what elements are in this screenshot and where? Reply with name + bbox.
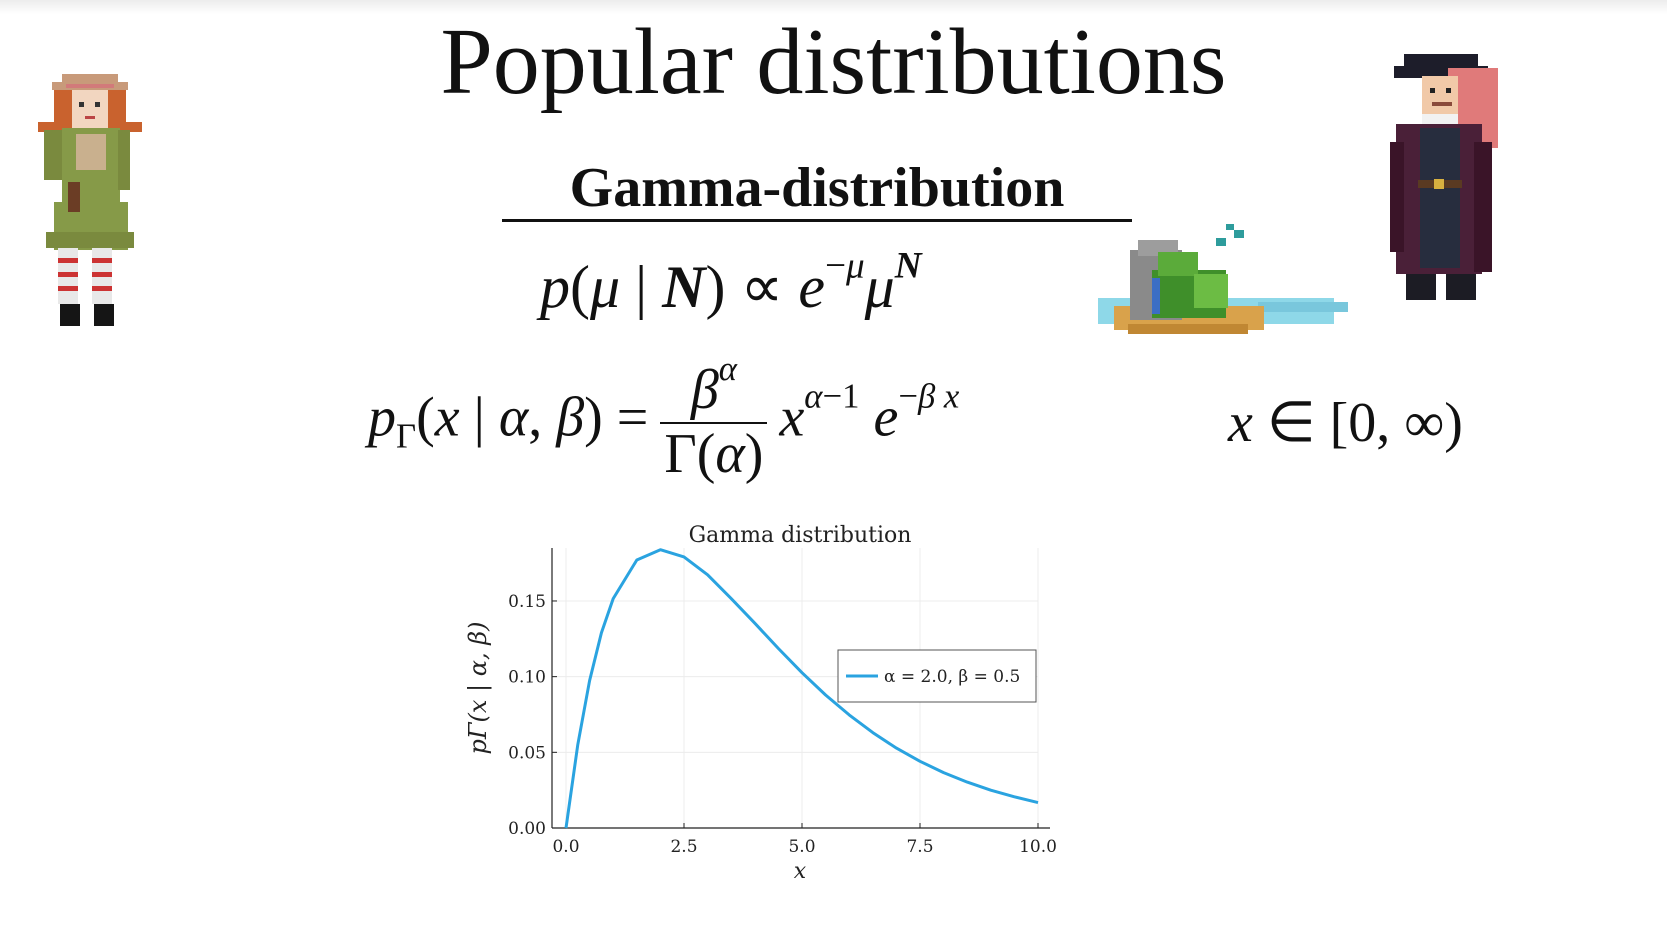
top-strip bbox=[0, 0, 1667, 14]
y-axis-label: pΓ(x | α, β) bbox=[464, 622, 493, 755]
subtitle-underline bbox=[502, 219, 1132, 222]
x-tick-label: 7.5 bbox=[906, 837, 933, 857]
x-tick-label: 10.0 bbox=[1019, 837, 1057, 857]
likelihood-equation: p(μ | N) ∝ e−μμN bbox=[540, 245, 922, 320]
x-axis-label: x bbox=[794, 859, 807, 884]
gamma-chart: 0.0 2.5 5.0 7.5 10.0 0.00 0.05 0.10 0.15 Gamma di… bbox=[464, 523, 1057, 884]
x-tick-label: 5.0 bbox=[788, 837, 815, 857]
support-equation: x ∈ [0, ∞) bbox=[1228, 392, 1463, 454]
x-tick-label: 0.0 bbox=[552, 837, 579, 857]
x-tick-label: 2.5 bbox=[670, 837, 697, 857]
legend-label: α = 2.0, β = 0.5 bbox=[884, 667, 1020, 687]
chart-title: Gamma distribution bbox=[689, 523, 912, 548]
gamma-pdf-equation: pΓ(x | α, β) = βα Γ(α) xα−1 e−β x bbox=[368, 349, 960, 485]
pixel-pirate-icon bbox=[1390, 54, 1498, 300]
y-tick-label: 0.10 bbox=[508, 668, 546, 688]
island-icon bbox=[1098, 224, 1348, 334]
series-line bbox=[564, 548, 1039, 829]
y-tick-label: 0.00 bbox=[508, 819, 546, 839]
y-tick-label: 0.15 bbox=[508, 592, 546, 612]
slide-title: Popular distributions bbox=[440, 10, 1227, 114]
pixel-girl-icon bbox=[38, 74, 142, 326]
y-tick-label: 0.05 bbox=[508, 743, 546, 763]
slide-subtitle: Gamma-distribution bbox=[569, 157, 1065, 219]
